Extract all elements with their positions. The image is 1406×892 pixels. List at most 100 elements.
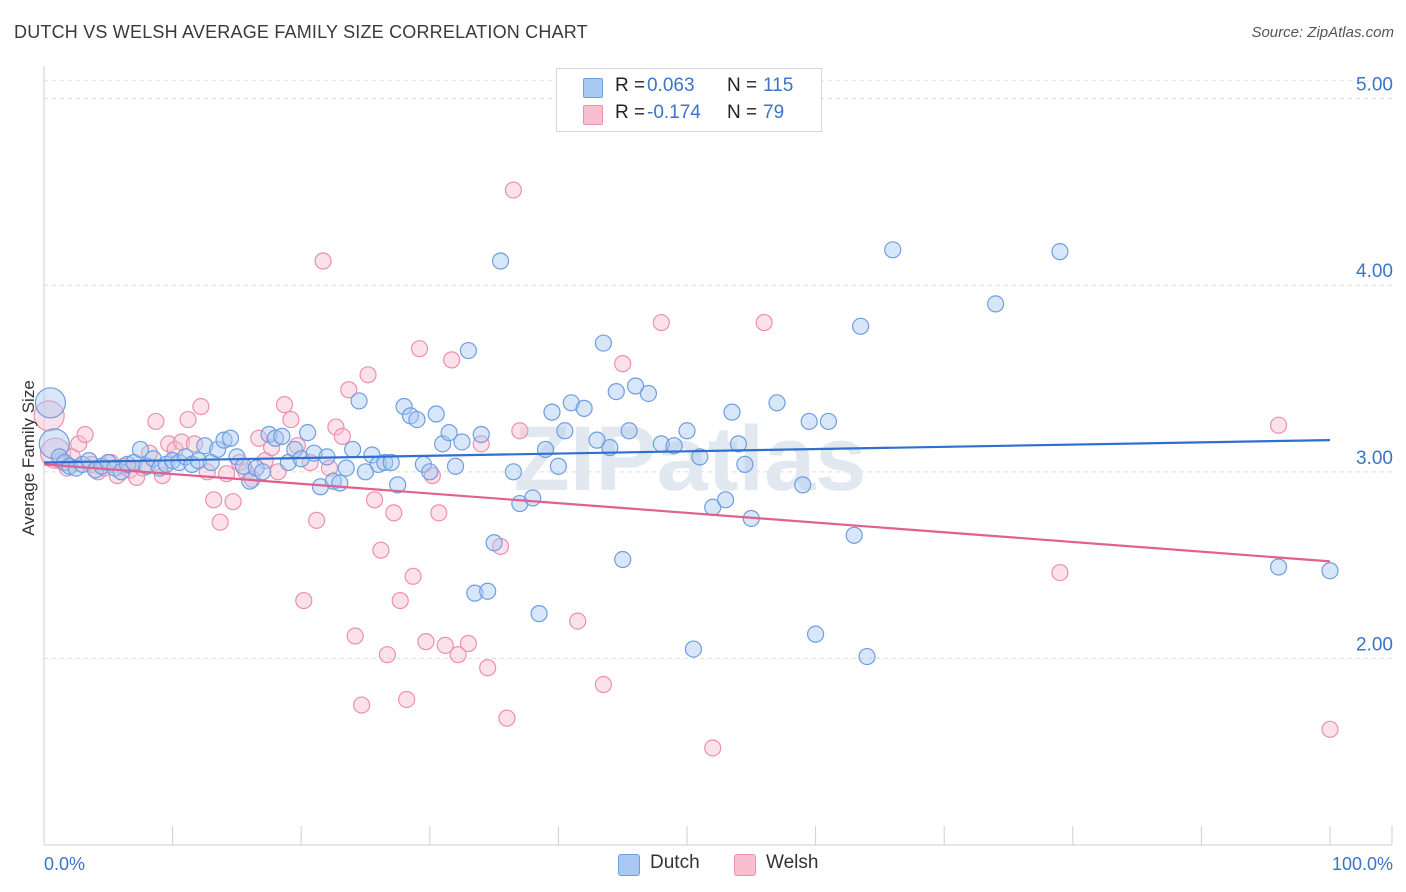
dutch-point: [556, 422, 574, 440]
y-tick-label: 5.00: [1356, 75, 1393, 96]
legend-r-value: -0.174: [647, 102, 701, 123]
welsh-point: [511, 422, 529, 440]
welsh-point: [430, 504, 448, 522]
dutch-point: [691, 448, 709, 466]
welsh-point: [652, 313, 670, 332]
dutch-point: [594, 334, 613, 352]
dutch-point: [440, 424, 458, 442]
welsh-point: [127, 468, 146, 487]
dutch-point: [723, 403, 741, 421]
legend-swatch-dutch: [583, 78, 603, 98]
x-tick-label-max: 100.0%: [1332, 854, 1393, 874]
welsh-point: [755, 313, 773, 332]
dutch-point: [504, 463, 522, 481]
y-tick-label: 2.00: [1356, 634, 1393, 655]
dutch-point: [363, 446, 381, 464]
dutch-point: [530, 605, 548, 623]
welsh-point: [391, 591, 409, 610]
dutch-point: [408, 410, 426, 429]
welsh-point: [1051, 563, 1069, 582]
legend-r-label: R =: [615, 75, 646, 96]
welsh-point: [1321, 720, 1339, 738]
x-tick-label-min: 0.0%: [44, 854, 85, 874]
dutch-point: [575, 399, 593, 417]
welsh-point: [205, 491, 223, 509]
welsh-point: [308, 511, 326, 529]
bottom-legend-swatch-welsh: [734, 854, 756, 876]
grid-lines: [44, 80, 1392, 659]
legend-r-label: R =: [615, 102, 646, 123]
legend-r-value: 0.063: [647, 75, 695, 96]
welsh-point: [70, 435, 88, 453]
dutch-point: [299, 424, 317, 442]
welsh-point: [594, 675, 613, 694]
dutch-point: [620, 422, 638, 440]
welsh-point: [385, 504, 403, 522]
dutch-points: [34, 241, 1339, 666]
dutch-point: [34, 387, 67, 419]
dutch-point: [684, 640, 703, 658]
bottom-legend-label-welsh: Welsh: [766, 852, 819, 873]
dutch-point: [131, 440, 150, 459]
welsh-point: [472, 435, 490, 453]
welsh-point: [76, 425, 94, 444]
welsh-point: [443, 351, 461, 369]
dutch-point: [350, 392, 368, 410]
bottom-legend-label-dutch: Dutch: [650, 852, 700, 873]
welsh-point: [333, 427, 351, 445]
dutch-point: [819, 412, 838, 431]
dutch-point: [845, 526, 863, 544]
dutch-point: [736, 455, 754, 473]
legend-n-value: 79: [763, 102, 785, 123]
dutch-point: [665, 437, 683, 455]
dutch-point: [524, 489, 542, 507]
dutch-point: [376, 453, 394, 472]
dutch-point: [614, 550, 632, 569]
dutch-point: [254, 463, 272, 481]
welsh-point: [436, 636, 454, 654]
welsh-point: [295, 591, 313, 610]
legend-swatch-welsh: [583, 105, 603, 125]
welsh-point: [449, 646, 467, 664]
welsh-point: [179, 410, 197, 429]
dutch-point: [38, 428, 70, 460]
dutch-point: [588, 431, 606, 449]
welsh-point: [504, 181, 522, 199]
dutch-point: [1269, 558, 1288, 576]
dutch-point: [678, 422, 696, 440]
welsh-point: [320, 459, 339, 477]
trend-lines: [43, 439, 1331, 563]
welsh-point: [365, 491, 384, 509]
dutch-point: [806, 625, 825, 643]
dutch-point: [884, 241, 902, 259]
welsh-point: [314, 252, 332, 270]
dutch-point: [479, 582, 497, 600]
welsh-point: [498, 709, 516, 727]
dutch-point: [491, 252, 510, 270]
y-axis-label: Average Family Size: [19, 380, 38, 536]
welsh-point: [192, 397, 210, 416]
dutch-point: [987, 295, 1005, 313]
dutch-point: [356, 463, 375, 481]
legend-n-value: 115: [763, 75, 794, 96]
welsh-point: [211, 513, 229, 531]
welsh-point: [417, 633, 435, 651]
welsh-point: [263, 438, 281, 457]
welsh-point: [353, 696, 371, 714]
dutch-point: [389, 476, 407, 494]
dutch-point: [729, 435, 748, 453]
welsh-point: [346, 627, 364, 645]
watermark: ZIPatlas: [514, 408, 867, 510]
welsh-point: [614, 355, 632, 373]
dutch-point: [331, 474, 349, 492]
dutch-point: [266, 429, 285, 447]
dutch-point: [639, 384, 658, 403]
dutch-point: [466, 584, 484, 602]
dutch-point: [800, 412, 818, 431]
dutch-point: [472, 425, 490, 444]
welsh-point: [404, 567, 422, 585]
welsh-point: [282, 410, 300, 429]
dutch-point: [459, 341, 477, 360]
welsh-point: [275, 396, 294, 414]
